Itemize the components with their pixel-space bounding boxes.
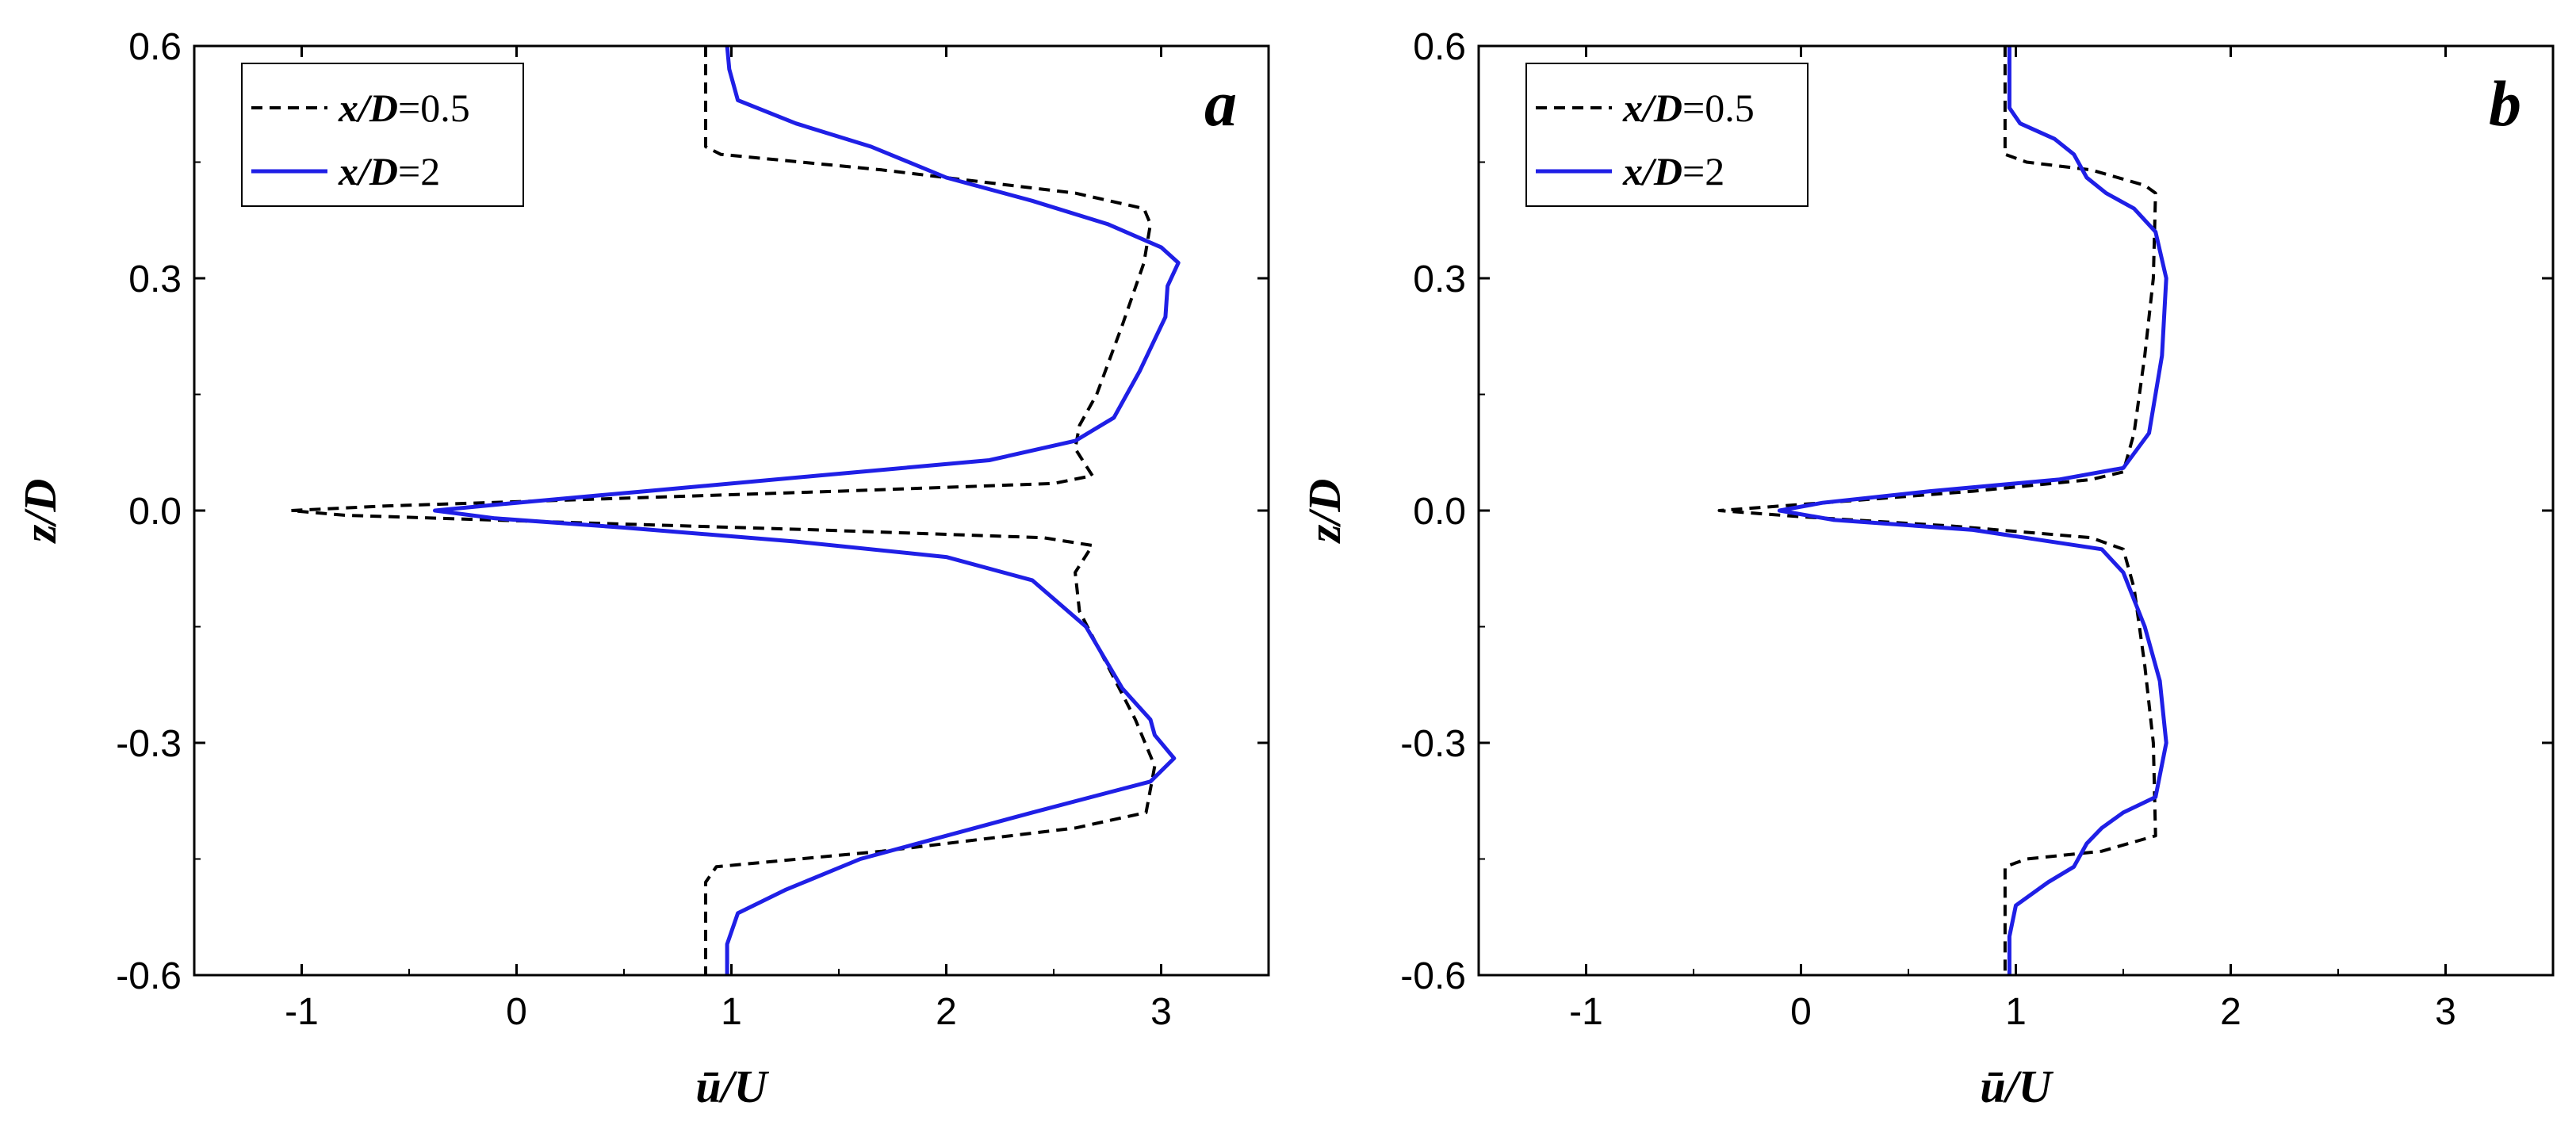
y-tick-label: 0.0 — [128, 491, 182, 533]
legend: x/D=0.5x/D=2 — [1525, 63, 1809, 207]
panel-label: b — [2489, 67, 2521, 140]
y-axis-label: z/D — [14, 479, 66, 545]
x-tick-label: 3 — [2435, 991, 2456, 1033]
x-axis-label: ū/U — [1980, 1061, 2054, 1112]
legend-label-var: x/D — [1622, 149, 1682, 193]
y-axis-label: z/D — [1299, 479, 1350, 545]
legend-label-var: x/D — [338, 86, 398, 130]
x-tick-label: 3 — [1150, 991, 1172, 1033]
y-tick-label: -0.6 — [1400, 955, 1466, 997]
legend-box — [1525, 63, 1809, 207]
y-tick-label: 0.3 — [128, 258, 182, 300]
legend-label: x/D=2 — [338, 149, 440, 193]
x-tick-label: 2 — [2220, 991, 2241, 1033]
series-line-xd-0-5 — [289, 46, 1157, 975]
plot-area — [1717, 46, 2168, 975]
legend-label-val: =2 — [398, 149, 440, 193]
series-line-xd-2 — [1777, 46, 2168, 975]
x-tick-label: 0 — [506, 991, 527, 1033]
legend: x/D=0.5x/D=2 — [241, 63, 524, 207]
plot-area — [289, 46, 1181, 975]
panel-label: a — [1204, 67, 1237, 140]
x-tick-label: -1 — [285, 991, 319, 1033]
legend-box — [241, 63, 524, 207]
x-tick-label: 1 — [721, 991, 742, 1033]
legend-label-val: =0.5 — [1682, 86, 1755, 130]
legend-label-var: x/D — [338, 149, 398, 193]
series-line-xd-2 — [433, 46, 1181, 975]
panel-a: -1 0 1 2 3-0.6-0.30.00.30.6ū/Uz/Dax/D=0.5x/… — [14, 26, 1270, 1112]
legend-label-val: =0.5 — [398, 86, 470, 130]
y-tick-label: 0.3 — [1413, 258, 1466, 300]
x-tick-label: 1 — [2005, 991, 2027, 1033]
x-tick-label: 2 — [936, 991, 957, 1033]
series-line-xd-0-5 — [1717, 46, 2157, 975]
x-tick-label: 0 — [1790, 991, 1812, 1033]
y-tick-label: 0.0 — [1413, 491, 1466, 533]
legend-label: x/D=0.5 — [338, 86, 470, 130]
panel-b: -1 0 1 2 3-0.6-0.30.00.30.6ū/Uz/Dbx/D=0.5x/… — [1299, 26, 2555, 1112]
y-tick-label: -0.6 — [116, 955, 182, 997]
y-tick-label: -0.3 — [116, 723, 182, 765]
y-tick-label: -0.3 — [1400, 723, 1466, 765]
x-axis-label: ū/U — [695, 1061, 769, 1112]
legend-label: x/D=2 — [1622, 149, 1724, 193]
x-tick-label: -1 — [1569, 991, 1603, 1033]
legend-label-var: x/D — [1622, 86, 1682, 130]
y-tick-label: 0.6 — [1413, 26, 1466, 68]
legend-label: x/D=0.5 — [1622, 86, 1755, 130]
y-tick-label: 0.6 — [128, 26, 182, 68]
legend-label-val: =2 — [1682, 149, 1724, 193]
